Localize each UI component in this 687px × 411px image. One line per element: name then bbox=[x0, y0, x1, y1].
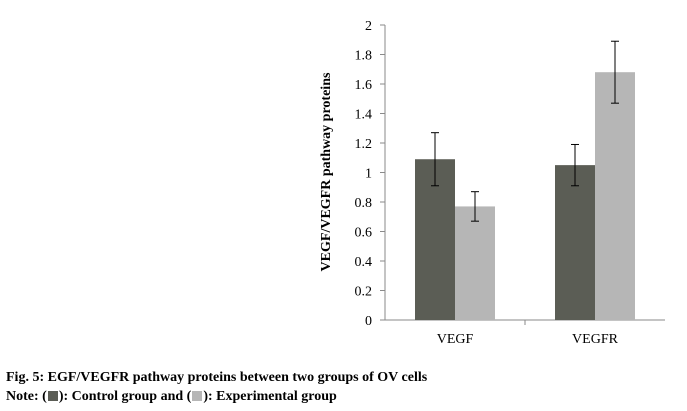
bar-chart: 0 0.2 0.4 0.6 0.8 1 1.2 1.4 1.6 1.8 2 VEGF VEGFR VE… bbox=[319, 19, 665, 347]
y-tick-label: 1.2 bbox=[355, 137, 373, 152]
note-control-text: ): Control group and ( bbox=[58, 389, 192, 404]
y-tick-label: 1.8 bbox=[355, 49, 373, 64]
figure-note: Note: ( ): Control group and ( ): Experime… bbox=[6, 389, 337, 405]
y-axis-label: VEGF/VEGFR pathway proteins bbox=[319, 72, 334, 271]
bar bbox=[455, 206, 495, 320]
experimental-swatch bbox=[192, 391, 203, 401]
y-tick-label: 0 bbox=[365, 314, 372, 329]
y-tick-label: 0.8 bbox=[355, 196, 373, 211]
y-axis-ticks: 0 0.2 0.4 0.6 0.8 1 1.2 1.4 1.6 1.8 2 bbox=[355, 19, 385, 329]
bar bbox=[595, 72, 635, 320]
y-tick-label: 2 bbox=[365, 19, 372, 34]
y-tick-label: 1 bbox=[365, 167, 372, 182]
y-tick-label: 0.2 bbox=[355, 285, 373, 300]
control-swatch bbox=[47, 391, 58, 401]
bar bbox=[555, 165, 595, 320]
y-tick-label: 0.6 bbox=[355, 226, 373, 241]
y-tick-label: 1.6 bbox=[355, 78, 373, 93]
figure-caption: Fig. 5: EGF/VEGFR pathway proteins betwe… bbox=[6, 370, 428, 385]
note-experimental-text: ): Experimental group bbox=[203, 389, 337, 404]
y-tick-label: 0.4 bbox=[355, 255, 373, 270]
x-tick-label: VEGF bbox=[437, 332, 474, 347]
x-axis-category-labels: VEGF VEGFR bbox=[437, 320, 619, 347]
bars bbox=[415, 40, 635, 320]
x-tick-label: VEGFR bbox=[572, 332, 619, 347]
y-tick-label: 1.4 bbox=[355, 108, 373, 123]
note-prefix: Note: ( bbox=[6, 389, 47, 404]
